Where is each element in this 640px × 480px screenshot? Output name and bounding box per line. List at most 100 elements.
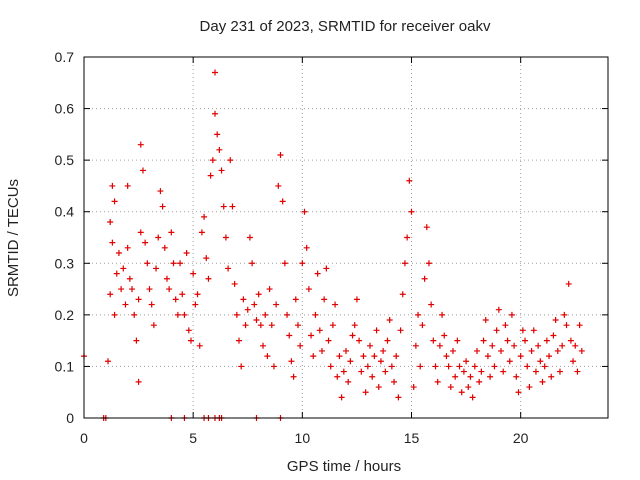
data-point [312,311,319,318]
data-point [196,342,203,349]
data-point [351,322,358,329]
data-point [576,322,583,329]
data-point [550,332,557,339]
data-point [146,286,153,293]
y-tick-label: 0 [66,410,74,426]
data-point [214,131,221,138]
data-point [246,234,253,241]
data-point [257,322,264,329]
data-point [262,311,269,318]
data-point [364,363,371,370]
data-point [384,337,391,344]
data-point [480,337,487,344]
y-tick-label: 0.6 [55,101,75,117]
data-point [377,358,384,365]
data-point [183,249,190,256]
data-point [401,260,408,267]
data-point [185,327,192,334]
plot-frame [83,56,609,419]
data-point [467,373,474,380]
data-point [336,353,343,360]
data-point [360,353,367,360]
data-point [454,337,461,344]
y-tick-label: 0.7 [55,49,75,65]
data-point [203,255,210,262]
data-point [190,270,197,277]
data-point [233,311,240,318]
data-point [484,353,491,360]
data-point [410,384,417,391]
data-point [135,296,142,303]
data-point [539,378,546,385]
data-point [528,347,535,354]
data-point [417,363,424,370]
data-point [373,327,380,334]
data-point [506,358,513,365]
data-point [395,394,402,401]
data-point [181,311,188,318]
data-point [380,347,387,354]
data-point [570,358,577,365]
data-point [436,342,443,349]
data-point [220,203,227,210]
data-point [399,291,406,298]
data-point [264,353,271,360]
data-point [391,378,398,385]
data-point [301,208,308,215]
data-point [382,368,389,375]
data-point [489,342,496,349]
data-point [207,172,214,179]
data-point [524,363,531,370]
data-point [463,358,470,365]
data-point [157,188,164,195]
data-point [537,358,544,365]
data-point [260,342,267,349]
data-point [142,239,149,246]
data-point [502,322,509,329]
data-point [253,317,260,324]
data-point [561,311,568,318]
data-point [482,317,489,324]
data-point [314,270,321,277]
gridlines [84,57,608,418]
data-point [439,311,446,318]
data-point [113,270,120,277]
data-point [299,260,306,267]
data-point [443,353,450,360]
data-point [332,301,339,308]
data-point [170,260,177,267]
x-tick-label: 15 [404,430,420,446]
data-point [279,198,286,205]
data-point [386,317,393,324]
data-point [238,363,245,370]
data-point [460,368,467,375]
data-point [270,363,277,370]
data-point [297,342,304,349]
x-axis-label: GPS time / hours [287,458,401,475]
data-point [122,301,129,308]
data-point [532,368,539,375]
data-point [150,322,157,329]
data-point [225,265,232,272]
data-point [144,260,151,267]
data-point [231,280,238,287]
y-axis-label: SRMTID / TECUs [5,179,22,297]
data-point [369,373,376,380]
data-points [81,69,585,421]
data-point [441,332,448,339]
data-point [578,347,585,354]
data-point [476,378,483,385]
data-point [194,291,201,298]
data-point [428,301,435,308]
data-point [445,363,452,370]
axis-ticks: 0 0.1 0.2 0.3 0.4 0.5 0.6 0.7 0 5 10 15 20 [55,49,608,446]
data-point [498,347,505,354]
data-point [465,384,472,391]
data-point [522,337,529,344]
data-point [511,342,518,349]
data-point [415,311,422,318]
data-point [163,275,170,282]
data-point [546,353,553,360]
data-point [212,110,218,117]
